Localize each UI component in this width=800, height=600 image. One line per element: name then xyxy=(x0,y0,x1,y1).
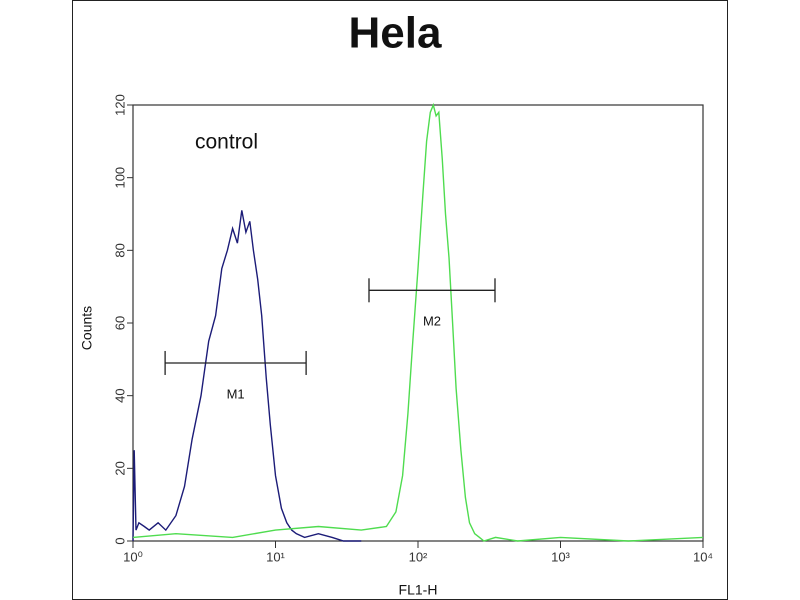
gate-label: M2 xyxy=(423,314,441,329)
x-axis-label: FL1-H xyxy=(399,582,438,598)
x-tick-label: 10² xyxy=(409,549,428,564)
x-tick-label: 10⁴ xyxy=(693,549,713,564)
series-line xyxy=(132,102,704,542)
annotation: control xyxy=(195,131,258,154)
y-tick-label: 120 xyxy=(112,94,127,116)
x-tick-label: 10³ xyxy=(551,549,570,564)
y-tick-label: 100 xyxy=(112,167,127,189)
frame xyxy=(72,0,728,600)
y-tick-label: 80 xyxy=(112,243,127,257)
y-axis-label: Counts xyxy=(79,306,95,350)
y-tick-label: 60 xyxy=(112,316,127,330)
gate-label: M1 xyxy=(227,386,245,401)
x-tick-label: 10¹ xyxy=(266,549,285,564)
series-line xyxy=(132,210,362,542)
y-tick-label: 0 xyxy=(112,537,127,544)
y-tick-label: 40 xyxy=(112,388,127,402)
chart-title: Hela xyxy=(349,9,442,58)
y-tick-label: 20 xyxy=(112,461,127,475)
x-tick-label: 10⁰ xyxy=(123,549,143,564)
plot-area xyxy=(132,104,704,542)
